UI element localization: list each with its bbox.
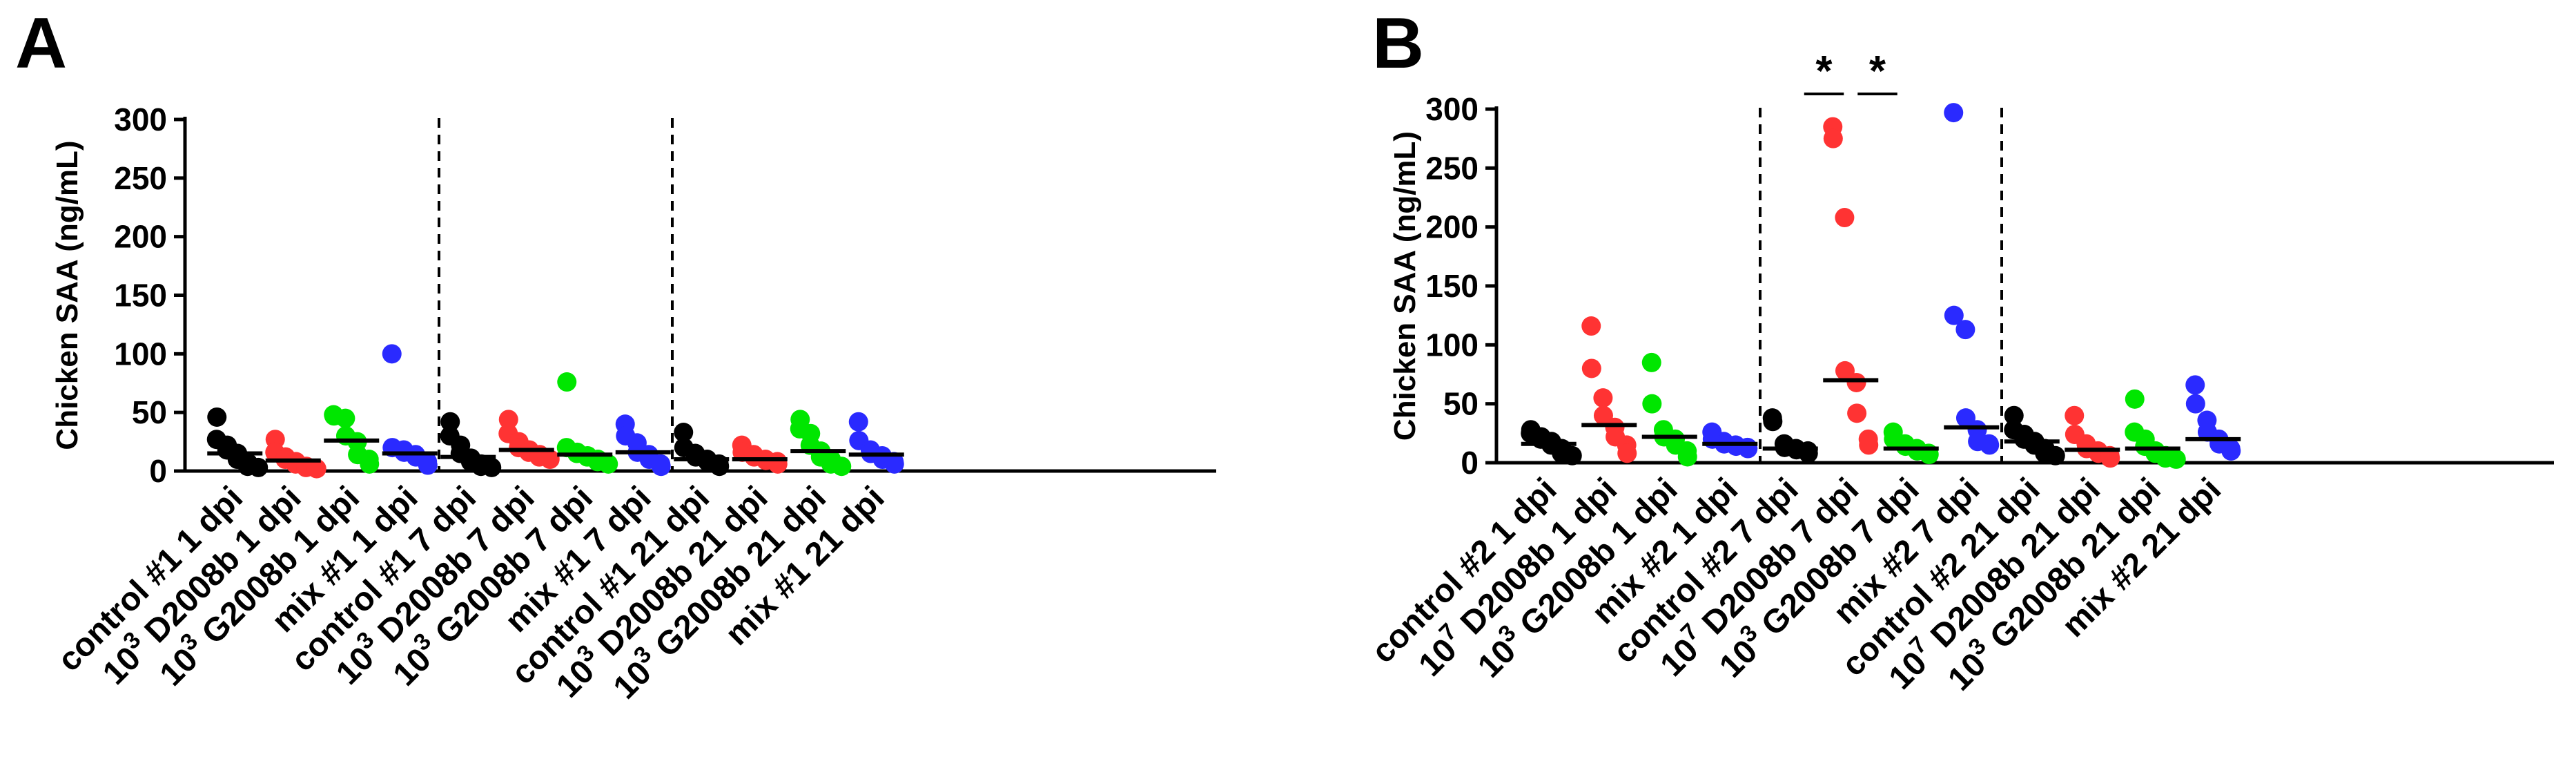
data-point bbox=[1944, 103, 1964, 123]
data-point bbox=[1581, 358, 1601, 378]
data-point bbox=[1955, 320, 1975, 340]
data-point bbox=[2166, 449, 2186, 469]
y-tick-label: 250 bbox=[114, 160, 167, 196]
data-point bbox=[1835, 208, 1855, 228]
data-point bbox=[440, 412, 460, 432]
data-point bbox=[2065, 405, 2085, 425]
data-point bbox=[557, 372, 577, 392]
data-point bbox=[848, 412, 868, 432]
data-point bbox=[1617, 443, 1637, 463]
data-point bbox=[674, 423, 694, 443]
data-point bbox=[1980, 435, 2000, 455]
y-tick-label: 50 bbox=[132, 394, 167, 430]
y-tick-label: 100 bbox=[114, 336, 167, 372]
y-tick-label: 200 bbox=[114, 219, 167, 255]
y-tick-label: 0 bbox=[149, 453, 167, 489]
data-point bbox=[1593, 388, 1613, 408]
data-point bbox=[1642, 394, 1662, 414]
data-point bbox=[1763, 412, 1783, 432]
data-point bbox=[1641, 352, 1661, 372]
data-point bbox=[2185, 375, 2205, 395]
data-point bbox=[248, 457, 269, 477]
panel-letter: B bbox=[1372, 3, 1424, 84]
data-point bbox=[207, 407, 227, 427]
data-point bbox=[2221, 441, 2241, 461]
data-point bbox=[1846, 372, 1866, 392]
panel-letter: A bbox=[15, 3, 67, 84]
significance-star: * bbox=[1815, 48, 1833, 95]
y-axis-label: Chicken SAA (ng/mL) bbox=[1388, 131, 1422, 441]
data-point bbox=[598, 454, 618, 474]
y-tick-label: 100 bbox=[1425, 327, 1479, 363]
data-point bbox=[1581, 316, 1601, 336]
data-point bbox=[1847, 403, 1867, 423]
data-point bbox=[768, 454, 788, 474]
data-point bbox=[1859, 435, 1879, 455]
data-point bbox=[498, 410, 518, 430]
data-point bbox=[418, 455, 438, 475]
y-tick-label: 300 bbox=[114, 102, 167, 137]
data-point bbox=[884, 454, 904, 474]
data-point bbox=[482, 457, 502, 477]
data-point bbox=[382, 344, 402, 364]
y-tick-label: 0 bbox=[1461, 445, 1479, 481]
data-point bbox=[2125, 389, 2145, 409]
data-point bbox=[1677, 447, 1697, 467]
y-tick-label: 150 bbox=[114, 278, 167, 314]
y-tick-label: 250 bbox=[1425, 150, 1479, 186]
y-tick-label: 50 bbox=[1443, 386, 1479, 422]
data-point bbox=[360, 454, 380, 474]
data-point bbox=[710, 457, 730, 477]
y-tick-label: 300 bbox=[1425, 91, 1479, 127]
data-point bbox=[306, 459, 326, 479]
significance-star: * bbox=[1869, 48, 1886, 95]
data-point bbox=[1944, 305, 1964, 325]
data-point bbox=[2185, 394, 2205, 414]
data-point bbox=[540, 450, 560, 470]
data-point bbox=[335, 408, 355, 428]
data-point bbox=[2004, 405, 2024, 425]
data-point bbox=[832, 457, 852, 477]
data-point bbox=[2045, 445, 2065, 465]
y-axis-label: Chicken SAA (ng/mL) bbox=[50, 140, 84, 450]
data-point bbox=[1562, 445, 1582, 465]
y-tick-label: 200 bbox=[1425, 209, 1479, 245]
data-point bbox=[2100, 448, 2120, 468]
y-tick-label: 150 bbox=[1425, 268, 1479, 304]
data-point bbox=[1823, 128, 1843, 148]
data-point bbox=[651, 457, 671, 477]
